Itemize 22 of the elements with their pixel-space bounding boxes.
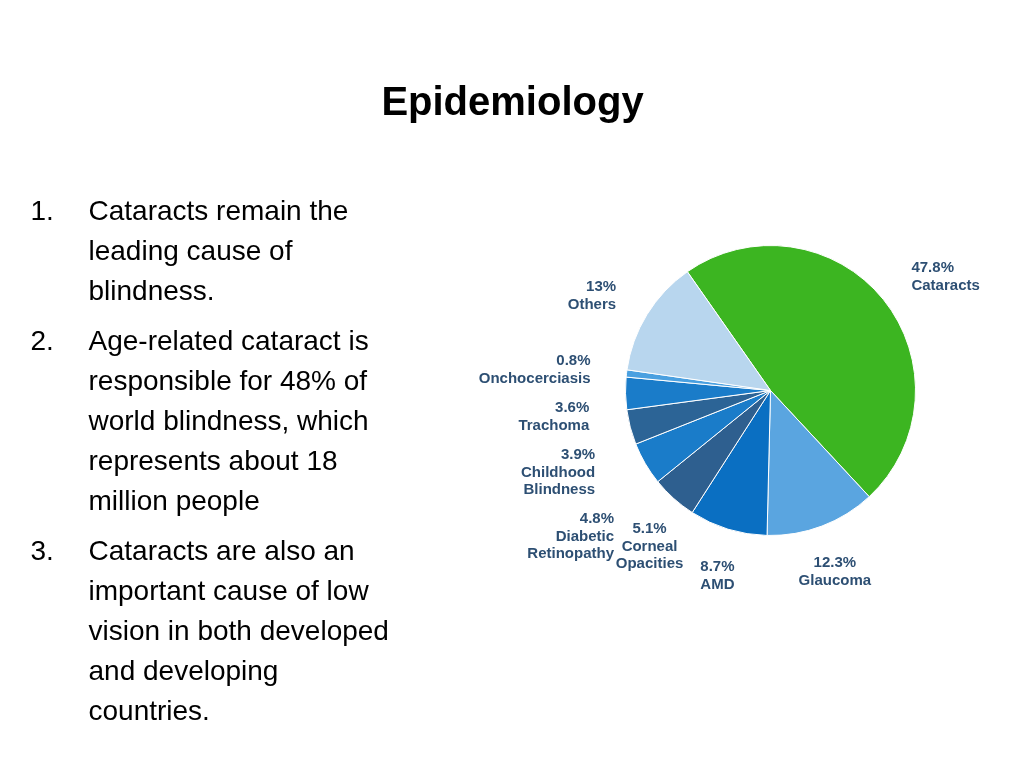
data-label: 3.6%	[555, 397, 590, 415]
slice-label: Glaucoma	[798, 571, 872, 589]
slice-label: Others	[567, 295, 617, 313]
slice-label: Childhood Blindness	[521, 462, 596, 497]
data-label: 12.3%	[813, 553, 857, 571]
data-label: 0.8%	[556, 350, 591, 368]
data-label: 3.9%	[560, 444, 596, 462]
slice-label: AMD	[700, 575, 735, 593]
slice-label: Corneal Opacities	[615, 536, 684, 571]
data-label: 8.7%	[700, 557, 735, 575]
slice-label: Trachoma	[518, 415, 590, 433]
text: 3. Cataracts are also an important cause of low vision in both developed and developing countries.	[30, 535, 389, 726]
slice-label: Cataracts	[911, 276, 980, 294]
data-label: 5.1%	[632, 518, 667, 536]
text: 2. Age-related cataract is responsible for 48% of world blindness, which represents about 18 million people	[30, 325, 369, 516]
data-label: 47.8%	[911, 258, 954, 276]
slice-label: Onchocerciasis	[478, 368, 591, 386]
data-label: 4.8%	[579, 508, 615, 526]
text: 1. Cataracts remain the leading cause of blindness.	[30, 195, 349, 306]
data-label: 13%	[586, 277, 617, 295]
slice-label: Diabetic Retinopathy	[527, 526, 615, 561]
chart-title: Epidemiology	[381, 78, 645, 123]
